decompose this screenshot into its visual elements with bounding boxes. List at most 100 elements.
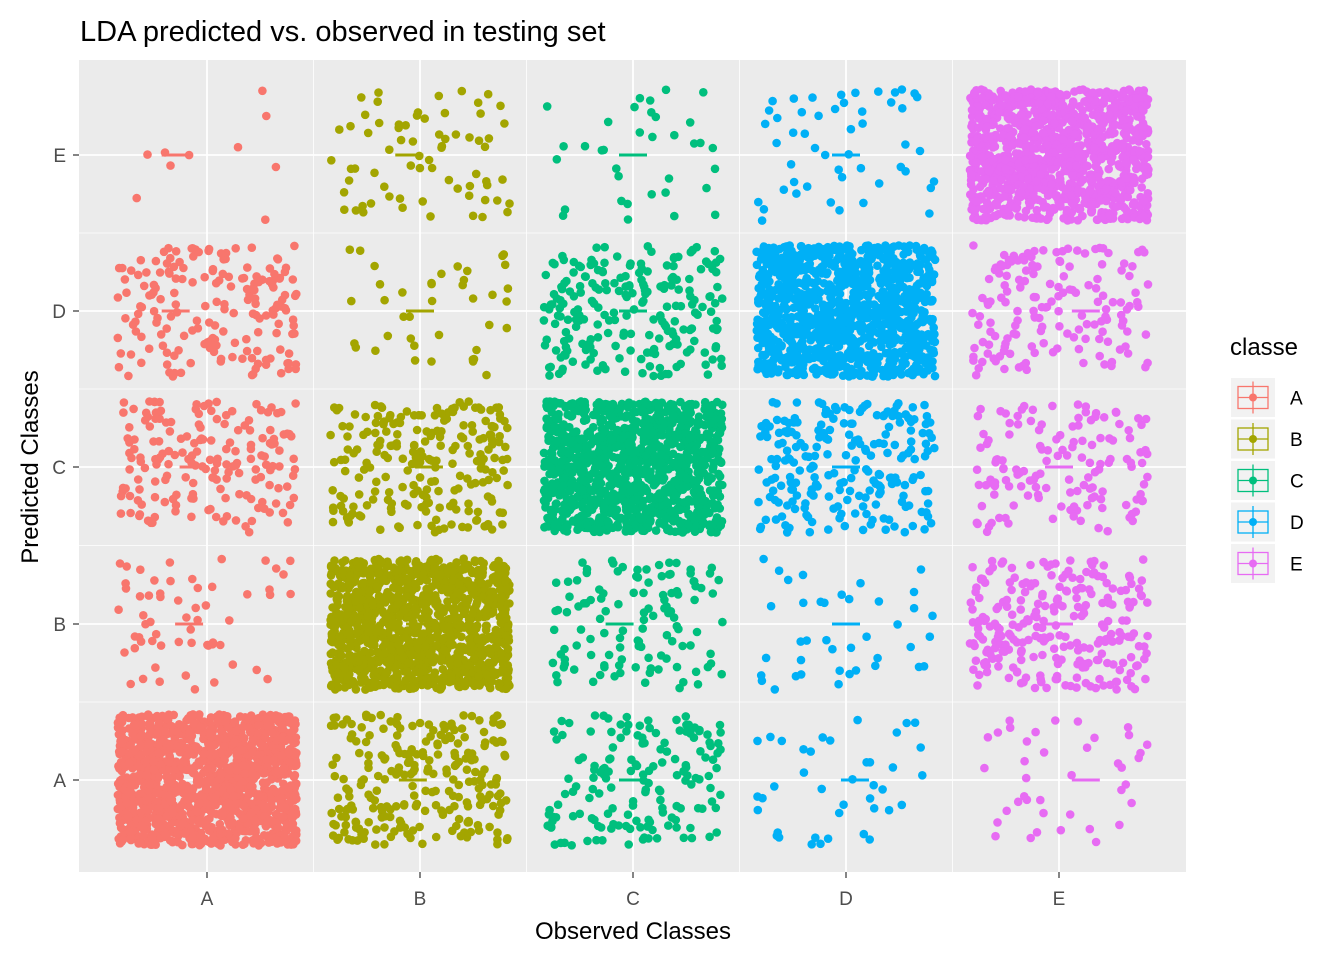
data-point [358, 578, 368, 588]
data-point [347, 296, 356, 306]
data-point [552, 436, 562, 446]
data-point [288, 471, 298, 481]
data-point [614, 661, 624, 670]
data-point [284, 734, 294, 744]
data-point [327, 631, 337, 641]
data-point [381, 472, 391, 482]
data-point [600, 503, 610, 513]
data-point [148, 636, 157, 646]
data-point [180, 828, 190, 838]
data-point [654, 665, 663, 674]
data-point [191, 742, 201, 751]
data-point [562, 607, 572, 617]
data-point [473, 635, 483, 644]
data-point [437, 269, 446, 279]
data-point [273, 714, 283, 724]
data-point [567, 841, 576, 850]
data-point [629, 417, 639, 426]
data-point [686, 641, 695, 650]
data-point [685, 433, 695, 443]
data-point [166, 796, 176, 806]
data-point [145, 291, 154, 300]
data-point [675, 505, 685, 515]
data-point [247, 370, 257, 380]
data-point [664, 570, 674, 579]
data-point [130, 444, 139, 454]
data-point [247, 243, 257, 252]
data-point [439, 720, 448, 730]
data-point [582, 564, 592, 574]
data-point [149, 306, 159, 316]
data-point [412, 425, 422, 435]
data-point [384, 488, 394, 497]
data-point [444, 175, 454, 185]
data-point [251, 465, 261, 474]
data-point [350, 339, 359, 348]
data-point [398, 454, 408, 464]
data-point [380, 823, 389, 832]
data-point [263, 816, 272, 826]
data-point [431, 832, 441, 842]
data-point [214, 276, 224, 285]
data-point [639, 608, 649, 617]
data-point [432, 641, 441, 651]
data-point [586, 595, 595, 605]
data-point [638, 526, 647, 535]
data-point [364, 751, 374, 760]
data-point [154, 823, 164, 833]
data-point [687, 497, 697, 506]
data-point [488, 421, 497, 431]
data-point [503, 480, 512, 490]
data-point [149, 765, 159, 774]
data-point [590, 761, 599, 771]
data-point [326, 430, 335, 440]
data-point [151, 256, 161, 266]
data-point [265, 480, 274, 490]
data-point [290, 291, 300, 301]
data-point [553, 605, 563, 615]
data-point [368, 638, 377, 648]
data-point [543, 415, 552, 425]
data-point [244, 527, 254, 537]
data-point [477, 650, 486, 659]
data-point [334, 579, 343, 588]
data-point [583, 520, 592, 530]
data-point [478, 212, 487, 222]
data-point [483, 519, 493, 529]
data-point [275, 462, 284, 471]
data-point [370, 678, 379, 688]
data-point [348, 654, 358, 664]
data-point [346, 635, 355, 645]
data-point [229, 791, 239, 801]
data-point [644, 578, 653, 587]
data-point [480, 741, 489, 751]
data-point [686, 565, 695, 574]
data-point [496, 789, 505, 798]
data-point [427, 357, 436, 366]
data-point [170, 450, 180, 460]
data-point [245, 827, 255, 836]
data-point [263, 407, 273, 417]
data-point [165, 427, 175, 436]
data-point [287, 812, 296, 821]
data-point [701, 753, 710, 762]
data-point [350, 410, 360, 419]
data-point [560, 789, 570, 799]
data-point [652, 492, 662, 502]
data-point [607, 421, 617, 431]
data-point [126, 679, 135, 689]
data-point [277, 751, 287, 760]
data-point [354, 490, 364, 499]
data-point [482, 621, 491, 630]
data-point [182, 613, 191, 622]
data-point [223, 723, 233, 732]
data-point [459, 275, 469, 285]
data-point [431, 515, 441, 525]
data-point [123, 787, 133, 797]
data-point [276, 345, 285, 354]
data-point [256, 472, 266, 482]
data-point [377, 557, 386, 567]
data-point [335, 632, 344, 641]
data-point [228, 837, 237, 847]
data-point [140, 463, 150, 473]
